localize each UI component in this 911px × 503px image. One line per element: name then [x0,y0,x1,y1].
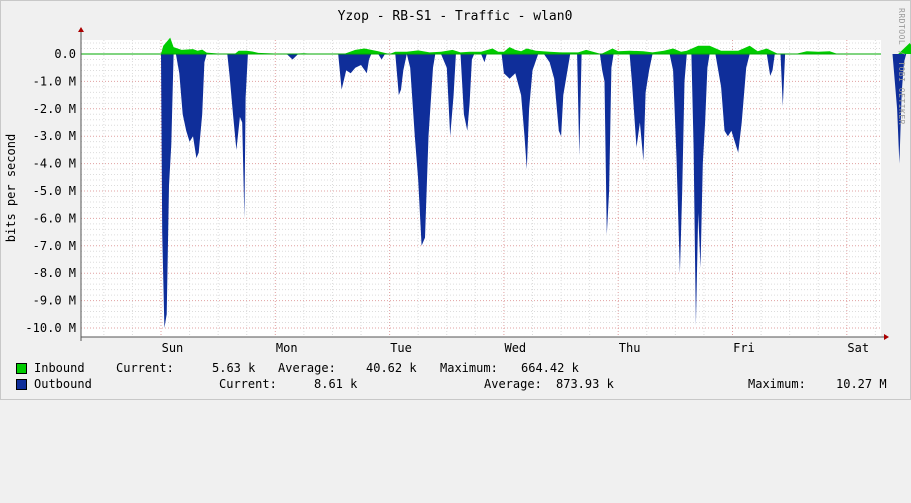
y-tick-label: -5.0 M [33,184,76,198]
traffic-chart: 0.0 -1.0 M -2.0 M -3.0 M -4.0 M -5.0 M -6.0 M -… [4,9,911,355]
legend-inbound-maximum: 664.42 k [521,361,579,375]
plot-area [81,40,881,337]
y-tick-label: 0.0 [54,47,76,61]
x-tick-label: Thu [619,341,641,355]
series-area-inbound [161,37,911,54]
y-tick-label: -3.0 M [33,129,76,143]
y-tick-label: -1.0 M [33,74,76,88]
x-tick-label: Wed [504,341,526,355]
y-tick-label: -4.0 M [33,157,76,171]
legend-row-outbound: Outbound Current: 8.61 k Average: 873.93… [16,377,887,391]
legend-inbound-name: Inbound [34,361,85,375]
x-tick-label: Sat [847,341,869,355]
legend-outbound-name: Outbound [34,377,92,391]
y-axis-arrow [78,27,84,32]
y-tick-label: -7.0 M [33,239,76,253]
legend-outbound-current-label: Current: [219,377,277,391]
series-area-outbound [161,54,911,328]
inbound-swatch [16,363,27,374]
y-tick-label: -2.0 M [33,102,76,116]
legend-inbound-average-label: Average: [278,361,336,375]
legend-outbound-maximum: 10.27 M [836,377,887,391]
legend-outbound-current: 8.61 k [314,377,358,391]
legend-inbound-maximum-label: Maximum: [440,361,498,375]
x-tick-label: Fri [733,341,755,355]
legend-outbound-maximum-label: Maximum: [748,377,806,391]
chart-title: Yzop - RB-S1 - Traffic - wlan0 [338,9,573,24]
legend-inbound-current: 5.63 k [212,361,256,375]
x-tick-label: Mon [276,341,298,355]
legend-outbound-average-label: Average: [484,377,542,391]
x-axis-arrow [884,334,889,340]
legend-row-inbound: Inbound Current: 5.63 k Average: 40.62 k… [16,361,579,375]
y-tick-label: -9.0 M [33,294,76,308]
rrdtool-watermark: RRDTOOL / TOBI OETIKER [897,8,906,125]
y-tick-label: -8.0 M [33,266,76,280]
legend-inbound-current-label: Current: [116,361,174,375]
outbound-swatch [16,379,27,390]
y-axis-label: bits per second [4,134,18,242]
x-tick-label: Tue [390,341,412,355]
legend-inbound-average: 40.62 k [366,361,417,375]
legend-outbound-average: 873.93 k [556,377,614,391]
x-tick-label: Sun [162,341,184,355]
y-tick-label: -6.0 M [33,211,76,225]
y-tick-label: -10.0 M [25,321,76,335]
